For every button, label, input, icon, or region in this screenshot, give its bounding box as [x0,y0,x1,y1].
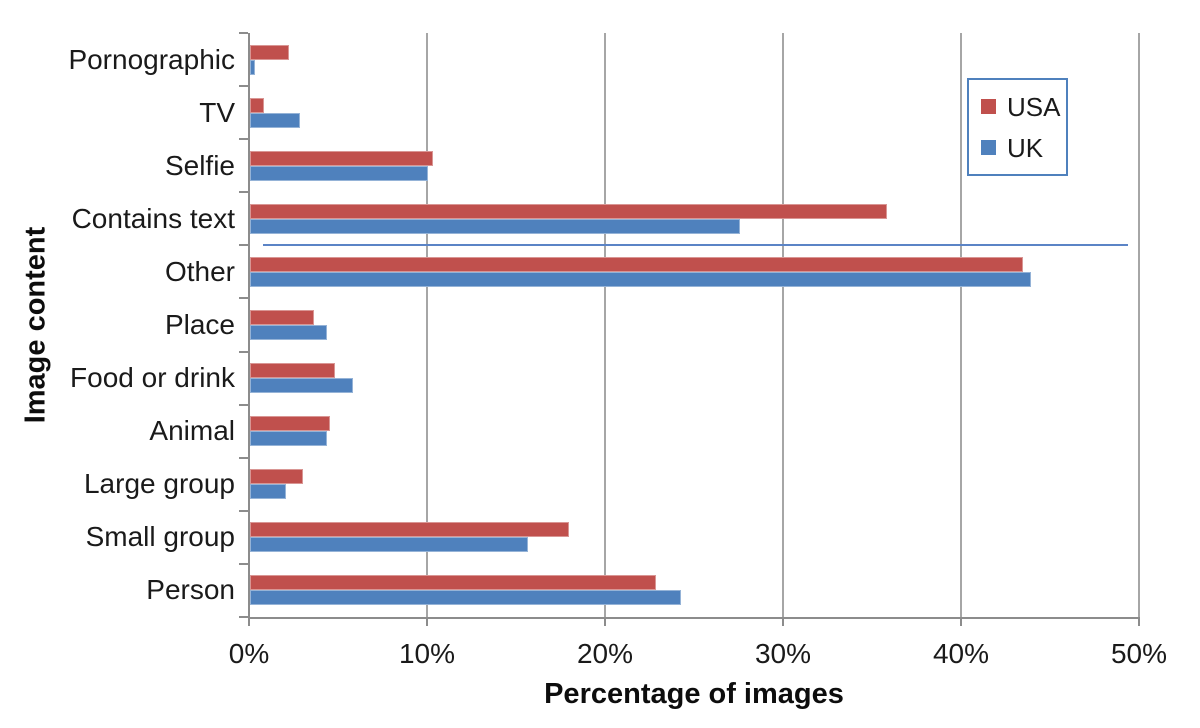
y-axis-tick [239,85,248,88]
gridline-20 [604,33,606,617]
y-axis-tick [239,562,248,565]
bar-usa-person [250,575,656,591]
legend-label-usa: USA [1007,91,1061,122]
x-tick-label: 10% [398,638,456,669]
uk-series-swatch [981,140,996,155]
stray-line-artifact [263,244,1129,247]
category-label-small-group: Small group [85,521,235,553]
category-label-tv: TV [199,96,235,128]
bar-uk-tv [250,112,300,128]
category-label-food-or-drink: Food or drink [70,362,235,394]
bar-uk-place [250,325,327,340]
bar-uk-person [250,590,681,606]
bar-usa-food-or-drink [250,363,336,379]
bar-uk-small-group [250,537,528,553]
x-axis-tick [782,617,784,626]
y-axis-tick [239,191,248,194]
bar-uk-food-or-drink [250,378,354,394]
bar-usa-selfie [250,150,434,166]
bar-uk-other [250,271,1032,287]
x-axis-tick [248,617,250,626]
y-axis-tick [239,350,248,353]
y-axis-tick [239,32,248,34]
x-tick-label: 0% [228,638,270,669]
y-axis-tick [239,138,248,141]
y-axis-tick [239,616,248,618]
x-axis-title: Percentage of images [544,678,844,710]
category-label-place: Place [164,309,235,340]
y-axis-tick [239,456,248,459]
y-axis-line [248,33,250,619]
legend-item-uk: UK [981,135,1066,161]
category-label-contains-text: Contains text [71,202,235,234]
category-label-selfie: Selfie [164,149,235,181]
bar-usa-animal [250,416,331,432]
category-label-animal: Animal [149,415,235,447]
bar-uk-animal [250,431,327,447]
x-axis-tick [960,617,962,626]
bar-uk-contains-text [250,218,740,234]
x-axis-tick [1138,617,1140,626]
bar-usa-large-group [250,469,304,485]
legend-item-usa: USA [981,94,1066,120]
bar-usa-tv [250,97,265,113]
category-label-person: Person [146,574,235,606]
bar-uk-pornographic [250,59,256,75]
x-axis-tick [426,617,428,626]
y-axis-tick [239,244,248,247]
bar-usa-small-group [250,522,569,538]
bar-usa-contains-text [250,203,888,219]
bar-usa-pornographic [250,44,290,60]
usa-series-swatch [981,99,996,114]
x-tick-label: 30% [754,638,812,669]
y-axis-tick [239,509,248,512]
bar-uk-large-group [250,484,286,500]
x-tick-label: 40% [932,638,990,669]
legend: USA UK [967,78,1068,176]
category-label-other: Other [164,255,235,287]
legend-label-uk: UK [1007,132,1044,163]
bar-usa-place [250,310,315,325]
x-axis-line [248,617,1140,619]
bar-usa-other [250,256,1023,272]
gridline-40 [960,33,962,617]
y-axis-tick [239,403,248,406]
x-tick-label: 50% [1110,638,1168,669]
bar-uk-selfie [250,165,428,181]
gridline-50 [1138,33,1140,617]
x-tick-label: 20% [576,638,634,669]
category-label-pornographic: Pornographic [68,43,235,75]
gridline-30 [782,33,784,617]
gridline-10 [426,33,428,617]
y-axis-tick [239,297,248,300]
x-axis-tick [604,617,606,626]
category-label-large-group: Large group [83,468,235,500]
